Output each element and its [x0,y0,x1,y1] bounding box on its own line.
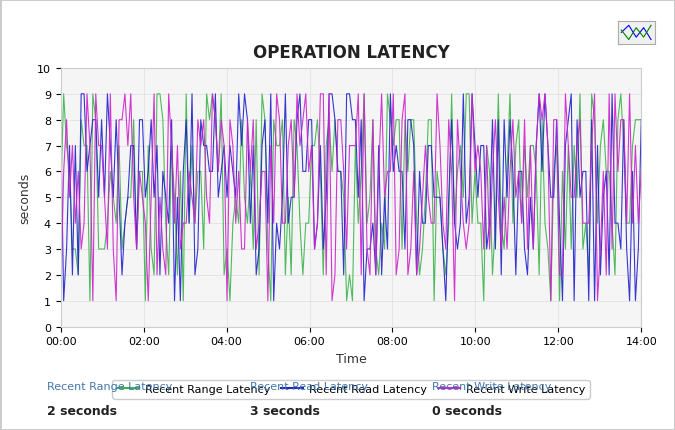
Text: 0 seconds: 0 seconds [432,404,502,417]
Text: 2 seconds: 2 seconds [47,404,117,417]
Text: Recent Range Latency: Recent Range Latency [47,381,173,391]
Text: 3 seconds: 3 seconds [250,404,320,417]
Text: Recent Write Latency: Recent Write Latency [432,381,551,391]
Title: OPERATION LATENCY: OPERATION LATENCY [252,44,450,62]
X-axis label: Time: Time [335,352,367,365]
Y-axis label: seconds: seconds [18,172,32,223]
Text: Recent Read Latency: Recent Read Latency [250,381,368,391]
Legend: Recent Range Latency, Recent Read Latency, Recent Write Latency: Recent Range Latency, Recent Read Latenc… [113,380,589,399]
